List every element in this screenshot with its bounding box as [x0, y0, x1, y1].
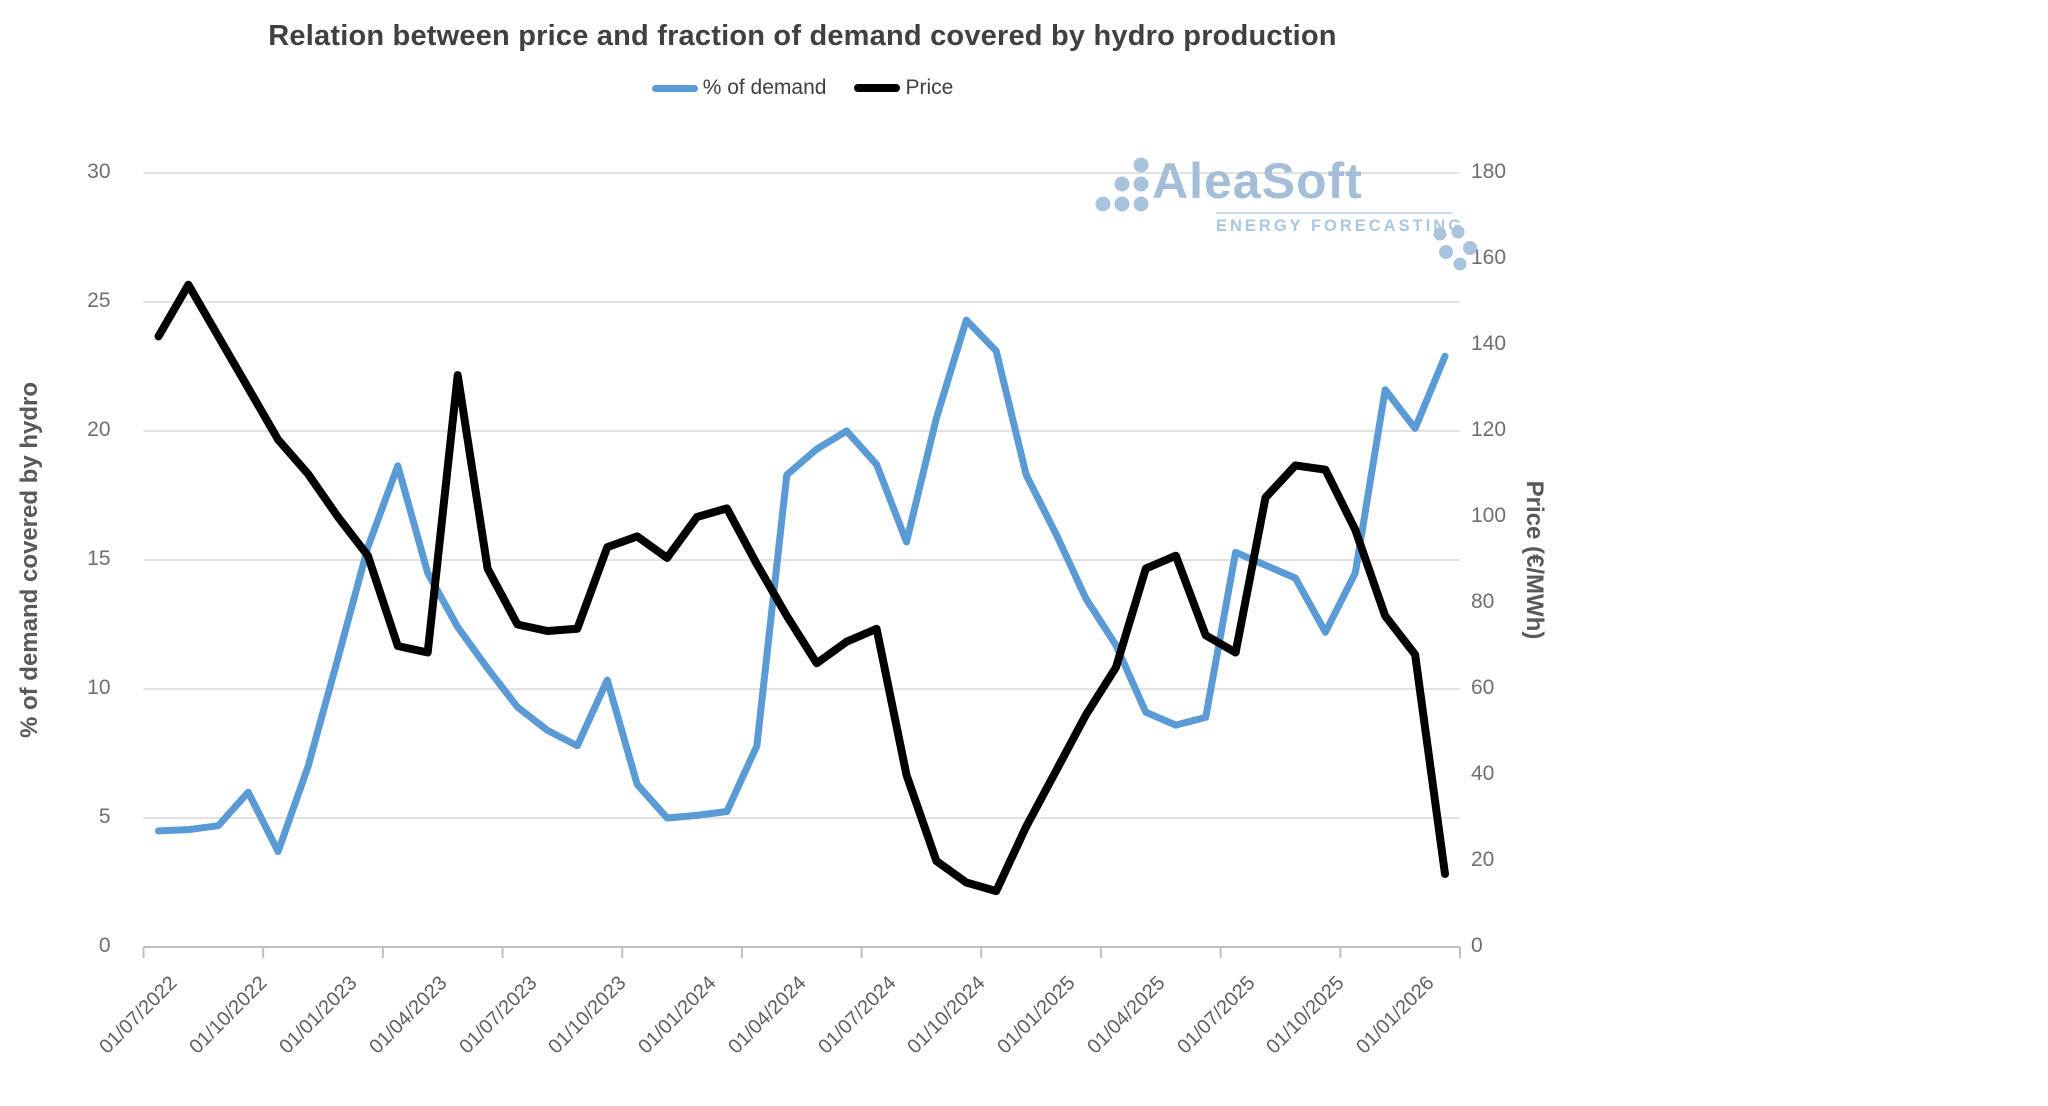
logo-tagline: ENERGY FORECASTING — [1216, 217, 1465, 235]
y-left-tick-20: 20 — [87, 418, 111, 441]
price-line-swatch-icon — [854, 84, 901, 92]
y-right-tick-100: 100 — [1471, 504, 1507, 527]
demand-line-swatch-icon — [651, 84, 698, 92]
price-line — [154, 280, 1449, 896]
legend-item-price: Price — [854, 76, 953, 100]
y-left-tick-5: 5 — [98, 805, 111, 828]
logo-wordmark: AleaSoft — [1152, 153, 1363, 209]
legend: % of demand Price — [144, 76, 1461, 100]
y-left-tick-25: 25 — [87, 289, 111, 312]
logo-dots-left-icon — [1095, 157, 1149, 212]
y-right-tick-140: 140 — [1471, 332, 1507, 355]
y-right-tick-60: 60 — [1471, 676, 1495, 699]
y-left-tick-0: 0 — [98, 934, 111, 957]
demand-line — [155, 316, 1449, 855]
legend-item-demand: % of demand — [651, 76, 827, 100]
legend-label-price: Price — [905, 76, 954, 99]
y-right-tick-20: 20 — [1471, 848, 1495, 871]
chart-title: Relation between price and fraction of d… — [268, 20, 1337, 52]
legend-label-demand: % of demand — [702, 76, 827, 99]
y-left-tick-30: 30 — [87, 160, 111, 183]
y-right-tick-40: 40 — [1471, 762, 1495, 785]
y-left-tick-10: 10 — [87, 676, 111, 699]
y-right-tick-0: 0 — [1471, 934, 1483, 957]
y-right-tick-80: 80 — [1471, 590, 1495, 613]
y-right-tick-120: 120 — [1471, 418, 1507, 441]
logo-dots-right-icon — [1433, 225, 1477, 271]
y-right-tick-180: 180 — [1471, 160, 1507, 183]
logo-rule — [1216, 212, 1452, 214]
y-left-tick-15: 15 — [87, 547, 111, 570]
y-right-tick-160: 160 — [1471, 246, 1507, 269]
